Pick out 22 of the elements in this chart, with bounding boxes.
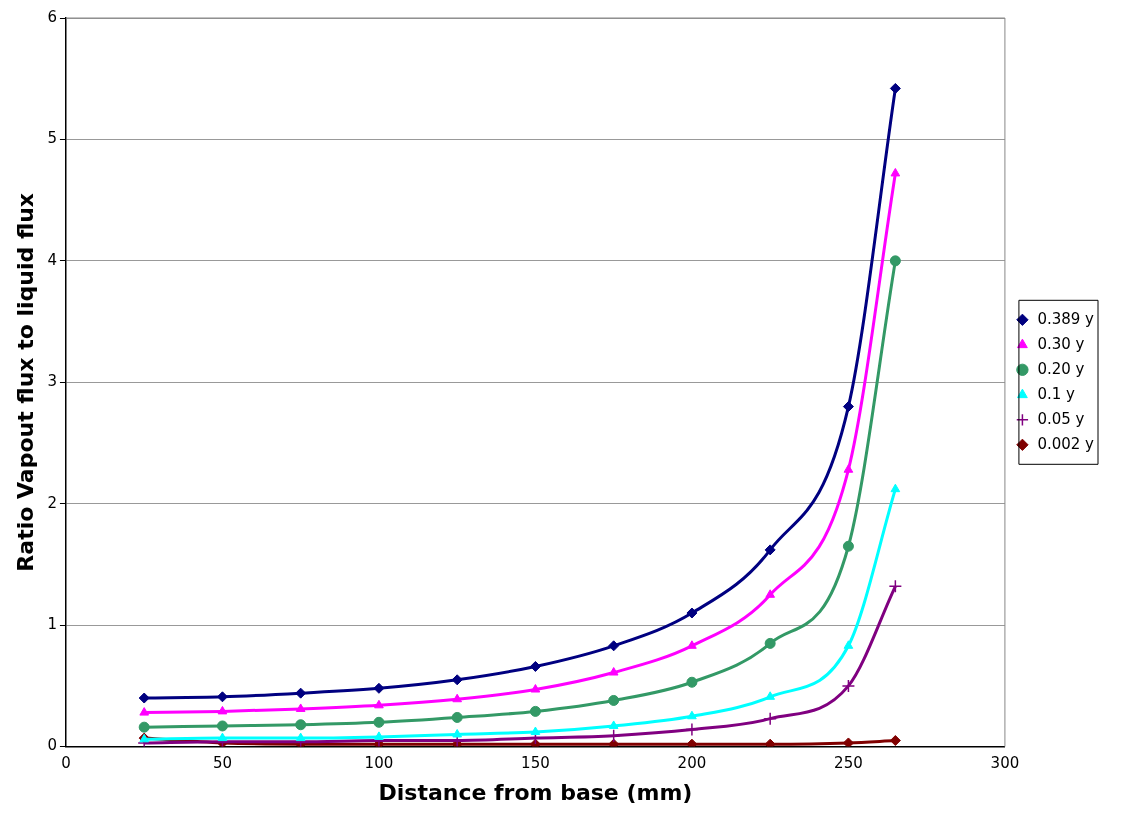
x-tick-label: 0 [61, 754, 71, 773]
y-tick-label: 3 [47, 372, 57, 391]
legend-label: 0.30 y [1037, 334, 1085, 353]
x-axis-title: Distance from base (mm) [378, 779, 693, 805]
x-tick-label: 200 [677, 754, 707, 773]
x-tick-label: 100 [364, 754, 394, 773]
x-tick-label: 50 [212, 754, 232, 773]
y-tick-label: 1 [47, 615, 57, 634]
legend-label: 0.05 y [1037, 409, 1085, 428]
legend-label: 0.002 y [1037, 434, 1095, 453]
x-tick-label: 150 [521, 754, 550, 773]
y-axis-title: Ratio Vapout flux to liquid flux [12, 192, 38, 572]
x-tick-label: 250 [834, 754, 863, 773]
y-tick-label: 5 [47, 129, 57, 148]
legend-label: 0.389 y [1037, 309, 1095, 328]
x-tick-label: 300 [990, 754, 1020, 773]
legend-label: 0.1 y [1037, 384, 1076, 403]
y-tick-label: 2 [47, 493, 57, 512]
legend-label: 0.20 y [1037, 359, 1085, 378]
y-tick-label: 0 [47, 736, 57, 755]
y-tick-label: 4 [47, 250, 57, 269]
y-tick-label: 6 [47, 7, 57, 26]
